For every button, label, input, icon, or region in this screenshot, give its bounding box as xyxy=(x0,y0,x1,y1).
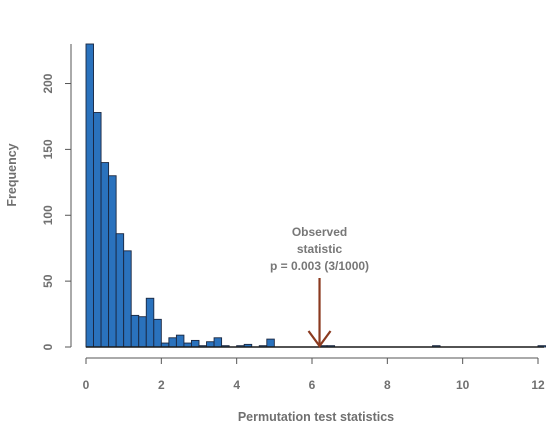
histogram-bar xyxy=(100,162,110,348)
x-tick-label: 10 xyxy=(456,378,470,392)
annotation-line-statistic: statistic xyxy=(297,242,343,256)
histogram-bar xyxy=(153,318,162,348)
x-axis-ticks: 0 2 4 6 8 10 12 xyxy=(83,358,545,392)
observed-arrow-head xyxy=(307,330,332,348)
histogram-bar xyxy=(108,175,117,348)
annotation-line-observed: Observed xyxy=(292,225,347,239)
y-tick-label: 50 xyxy=(41,274,55,288)
histogram-bar xyxy=(191,339,200,348)
y-axis-ticks: 0 50 100 150 200 xyxy=(41,73,71,350)
y-tick-label: 200 xyxy=(41,73,55,93)
histogram-bar xyxy=(130,314,140,348)
y-tick-label: 100 xyxy=(41,205,55,225)
histogram-bars xyxy=(85,43,546,348)
histogram-bar xyxy=(138,316,147,348)
histogram-bar xyxy=(213,337,223,348)
annotation-line-pvalue: p = 0.003 (3/1000) xyxy=(270,259,369,273)
y-tick-label: 150 xyxy=(41,139,55,159)
histogram-bar xyxy=(266,338,275,348)
x-tick-label: 4 xyxy=(233,378,240,392)
x-tick-label: 12 xyxy=(531,378,545,392)
x-tick-label: 6 xyxy=(309,378,316,392)
histogram-bar xyxy=(93,112,102,348)
x-tick-label: 8 xyxy=(384,378,391,392)
observed-statistic-annotation: Observed statistic p = 0.003 (3/1000) xyxy=(270,225,369,348)
x-axis-label: Permutation test statistics xyxy=(238,410,394,424)
y-axis-label: Frequency xyxy=(5,143,19,206)
histogram-bar xyxy=(115,233,125,348)
histogram-bar xyxy=(168,337,177,348)
x-tick-label: 2 xyxy=(158,378,165,392)
histogram-bar xyxy=(85,43,94,348)
histogram-bar xyxy=(123,250,132,348)
x-tick-label: 0 xyxy=(83,378,90,392)
y-tick-label: 0 xyxy=(41,343,55,350)
histogram-bar xyxy=(175,334,185,348)
histogram-bar xyxy=(145,297,155,348)
